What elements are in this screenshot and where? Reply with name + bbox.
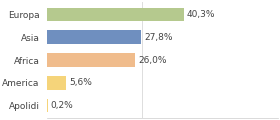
Bar: [47, 76, 66, 90]
Text: 26,0%: 26,0%: [138, 55, 167, 65]
Bar: [47, 53, 135, 67]
Text: 27,8%: 27,8%: [144, 33, 173, 42]
Text: 40,3%: 40,3%: [186, 10, 215, 19]
Text: 0,2%: 0,2%: [50, 101, 73, 110]
Bar: [47, 30, 141, 44]
Bar: [47, 8, 184, 21]
Text: 5,6%: 5,6%: [69, 78, 92, 87]
Bar: [47, 99, 48, 112]
